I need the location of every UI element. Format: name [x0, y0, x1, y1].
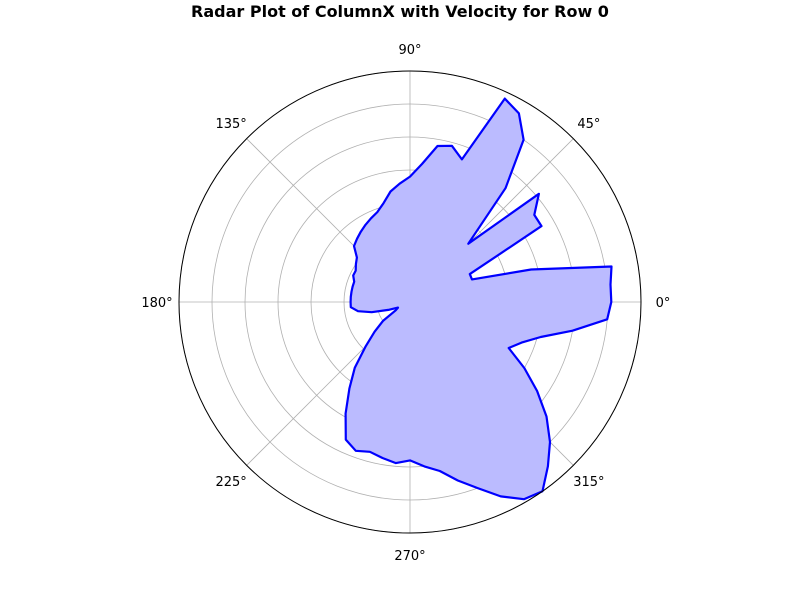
angular-tick-label: 90°	[398, 43, 421, 58]
angular-tick-label: 225°	[215, 475, 246, 490]
angular-tick-label: 270°	[394, 549, 425, 564]
chart-title: Radar Plot of ColumnX with Velocity for …	[191, 2, 609, 21]
angular-tick-label: 0°	[656, 296, 671, 311]
angular-tick-label: 315°	[573, 475, 604, 490]
outer-frame	[178, 70, 642, 534]
angular-tick-label: 135°	[215, 117, 246, 132]
data-layer	[344, 97, 613, 501]
label-layer: 0° 45° 90° 135° 180° 225° 270° 315°	[141, 43, 670, 564]
series-line	[344, 97, 613, 501]
series-fill	[345, 98, 612, 500]
angular-tick-label: 45°	[577, 117, 600, 132]
angular-tick-label: 180°	[141, 296, 172, 311]
